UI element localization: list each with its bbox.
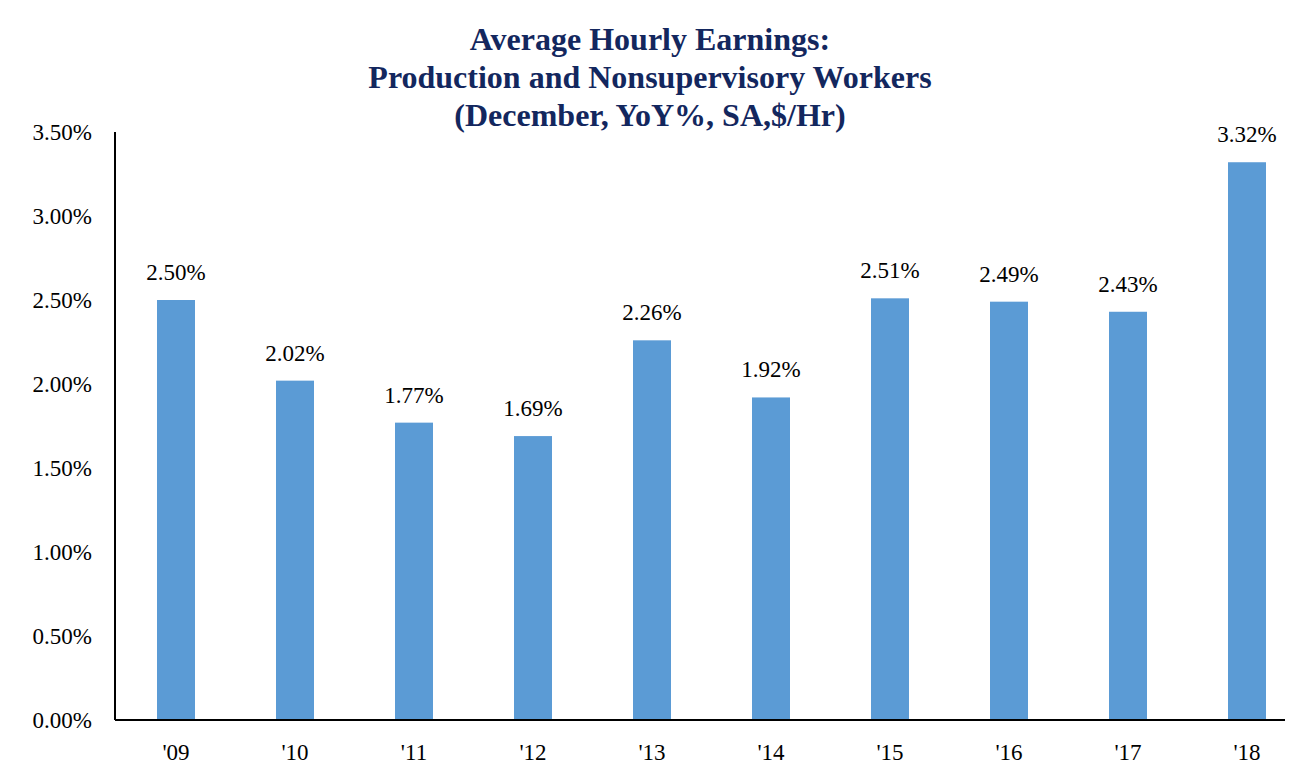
data-label: 1.92%: [741, 357, 800, 382]
x-tick-label: '12: [519, 740, 546, 765]
y-tick-label: 0.00%: [33, 708, 92, 733]
title-line: (December, YoY%, SA,$/Hr): [454, 97, 845, 133]
y-tick-label: 3.50%: [33, 120, 92, 145]
bar: [990, 302, 1028, 720]
data-label: 2.50%: [146, 260, 205, 285]
bar: [1228, 162, 1266, 720]
bar: [752, 397, 790, 720]
x-tick-label: '18: [1233, 740, 1260, 765]
data-label: 1.69%: [503, 396, 562, 421]
bar: [276, 381, 314, 720]
chart-container: Average Hourly Earnings:Production and N…: [0, 0, 1289, 772]
data-label: 2.26%: [622, 300, 681, 325]
y-tick-label: 1.00%: [33, 540, 92, 565]
y-tick-label: 1.50%: [33, 456, 92, 481]
data-label: 2.43%: [1098, 272, 1157, 297]
x-tick-label: '14: [757, 740, 785, 765]
x-axis-line: [115, 719, 1285, 721]
chart-title: Average Hourly Earnings:Production and N…: [368, 21, 931, 133]
data-label: 2.02%: [265, 341, 324, 366]
chart-svg: Average Hourly Earnings:Production and N…: [0, 0, 1289, 772]
y-axis-line: [114, 132, 116, 720]
bar: [633, 340, 671, 720]
x-tick-label: '10: [281, 740, 308, 765]
bar: [871, 298, 909, 720]
data-label: 3.32%: [1217, 122, 1276, 147]
y-tick-label: 3.00%: [33, 204, 92, 229]
data-label: 2.49%: [979, 262, 1038, 287]
x-tick-label: '15: [876, 740, 903, 765]
x-tick-label: '09: [162, 740, 189, 765]
title-line: Average Hourly Earnings:: [470, 21, 830, 57]
bar: [1109, 312, 1147, 720]
data-label: 1.77%: [384, 383, 443, 408]
bar: [514, 436, 552, 720]
y-tick-label: 0.50%: [33, 624, 92, 649]
x-tick-label: '13: [638, 740, 665, 765]
bar: [157, 300, 195, 720]
bars: [157, 162, 1266, 720]
y-tick-label: 2.50%: [33, 288, 92, 313]
x-tick-label: '17: [1114, 740, 1141, 765]
x-tick-label: '11: [401, 740, 427, 765]
y-tick-label: 2.00%: [33, 372, 92, 397]
data-label: 2.51%: [860, 258, 919, 283]
bar: [395, 423, 433, 720]
x-tick-label: '16: [995, 740, 1022, 765]
title-line: Production and Nonsupervisory Workers: [368, 59, 931, 95]
